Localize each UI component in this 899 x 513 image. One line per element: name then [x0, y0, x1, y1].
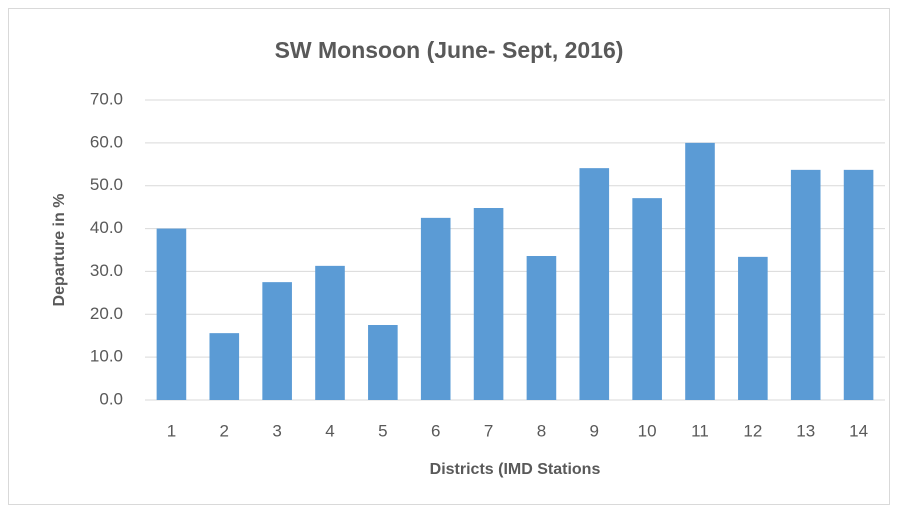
y-tick-label: 30.0 — [90, 261, 123, 280]
y-tick-label: 10.0 — [90, 347, 123, 366]
x-tick-label: 6 — [431, 421, 440, 440]
bar — [420, 217, 451, 400]
x-tick-label: 11 — [691, 421, 709, 440]
bar — [790, 169, 821, 400]
bar — [209, 333, 240, 400]
bar — [738, 256, 768, 400]
x-tick-label: 10 — [638, 421, 657, 440]
y-tick-label: 70.0 — [90, 89, 123, 108]
x-tick-label: 1 — [167, 421, 176, 440]
x-tick-label: 4 — [325, 421, 334, 440]
bar — [262, 282, 292, 400]
x-tick-label: 14 — [849, 421, 868, 440]
x-tick-label: 8 — [537, 421, 546, 440]
bar — [843, 169, 874, 400]
chart-title: SW Monsoon (June- Sept, 2016) — [275, 37, 624, 63]
bar — [473, 208, 504, 400]
bar — [156, 228, 187, 400]
bar — [368, 325, 398, 400]
y-tick-label: 20.0 — [90, 304, 123, 323]
x-tick-label: 3 — [272, 421, 281, 440]
x-tick-label: 2 — [220, 421, 229, 440]
bar — [685, 142, 715, 400]
x-tick-label: 12 — [743, 421, 762, 440]
y-axis-title: Departure in % — [51, 194, 68, 307]
x-tick-label: 7 — [484, 421, 493, 440]
bar — [315, 265, 345, 400]
bar — [526, 256, 557, 400]
y-tick-label: 50.0 — [90, 175, 123, 194]
y-tick-label: 40.0 — [90, 218, 123, 237]
x-tick-label: 13 — [796, 421, 815, 440]
x-axis-title: Districts (IMD Stations — [430, 461, 601, 478]
y-tick-label: 0.0 — [99, 389, 123, 408]
y-tick-label: 60.0 — [90, 132, 123, 151]
x-tick-label: 5 — [378, 421, 387, 440]
bar — [579, 168, 610, 400]
x-tick-label: 9 — [590, 421, 599, 440]
bar — [632, 198, 662, 400]
